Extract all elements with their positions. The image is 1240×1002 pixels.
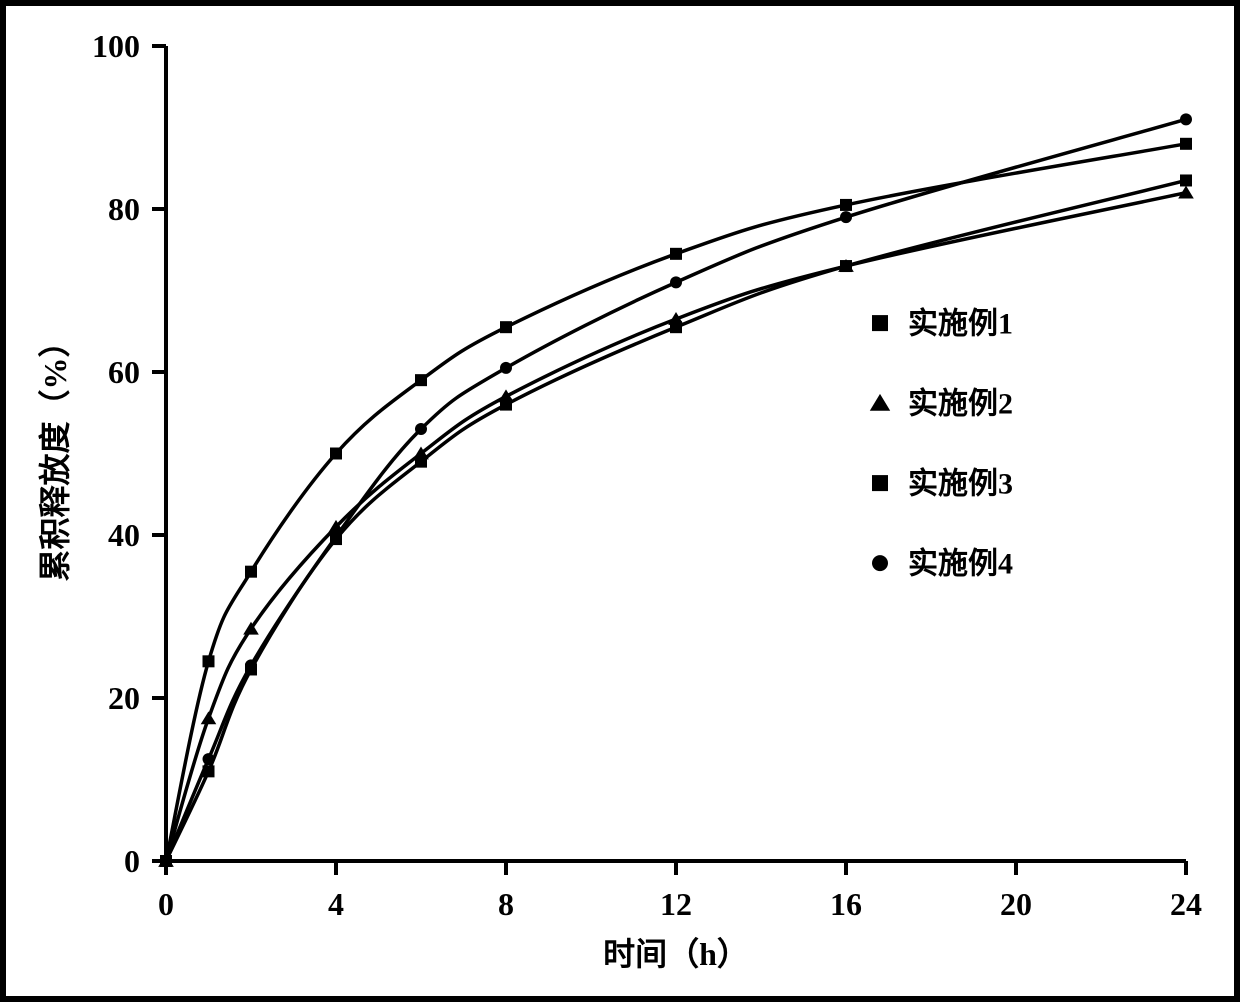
marker-square [500,399,512,411]
y-tick-label: 20 [108,680,140,716]
legend-label: 实施例2 [908,387,1013,421]
y-tick-label: 40 [108,517,140,553]
x-tick-label: 16 [830,886,862,922]
legend-item: 实施例2 [870,387,1013,421]
y-tick-label: 60 [108,354,140,390]
chart-container: 0 4 8 12 16 20 24 0 20 40 60 80 100 时间（h） 累积释放度（%） 实施例1… [0,0,1240,1002]
legend-label: 实施例3 [908,467,1013,501]
x-axis-label: 时间（h） [603,936,749,972]
series [160,138,1192,867]
marker-square [1180,174,1192,186]
series-line [166,119,1186,861]
x-tick-label: 8 [498,886,514,922]
marker-square [840,199,852,211]
marker-square [245,566,257,578]
marker-circle [245,659,257,671]
marker-circle [203,753,215,765]
marker-circle [415,423,427,435]
x-tick-label: 4 [328,886,344,922]
marker-square [500,321,512,333]
series [160,113,1192,867]
legend-label: 实施例1 [908,307,1013,341]
marker-triangle [870,394,890,411]
marker-circle [1180,113,1192,125]
marker-circle [500,362,512,374]
x-tick-label: 20 [1000,886,1032,922]
marker-square [840,260,852,272]
marker-square [203,655,215,667]
marker-square [872,315,888,331]
marker-circle [840,211,852,223]
marker-circle [670,276,682,288]
legend-item: 实施例4 [872,547,1013,581]
x-tick-label: 12 [660,886,692,922]
marker-circle [330,531,342,543]
marker-circle [872,555,888,571]
marker-triangle [201,711,217,724]
y-axis-label: 累积释放度（%） [37,325,73,581]
marker-square [415,374,427,386]
y-tick-label: 80 [108,191,140,227]
x-tick-label: 24 [1170,886,1202,922]
marker-square [670,321,682,333]
series-line [166,193,1186,861]
x-tick-label: 0 [158,886,174,922]
legend-label: 实施例4 [908,547,1013,581]
marker-square [670,248,682,260]
marker-square [330,448,342,460]
legend-item: 实施例1 [872,307,1013,341]
y-tick-label: 100 [92,28,140,64]
y-tick-label: 0 [124,843,140,879]
marker-square [415,456,427,468]
legend-item: 实施例3 [872,467,1013,501]
marker-square [1180,138,1192,150]
marker-circle [160,855,172,867]
release-chart: 0 4 8 12 16 20 24 0 20 40 60 80 100 时间（h） 累积释放度（%） 实施例1… [6,6,1234,996]
marker-square [872,475,888,491]
